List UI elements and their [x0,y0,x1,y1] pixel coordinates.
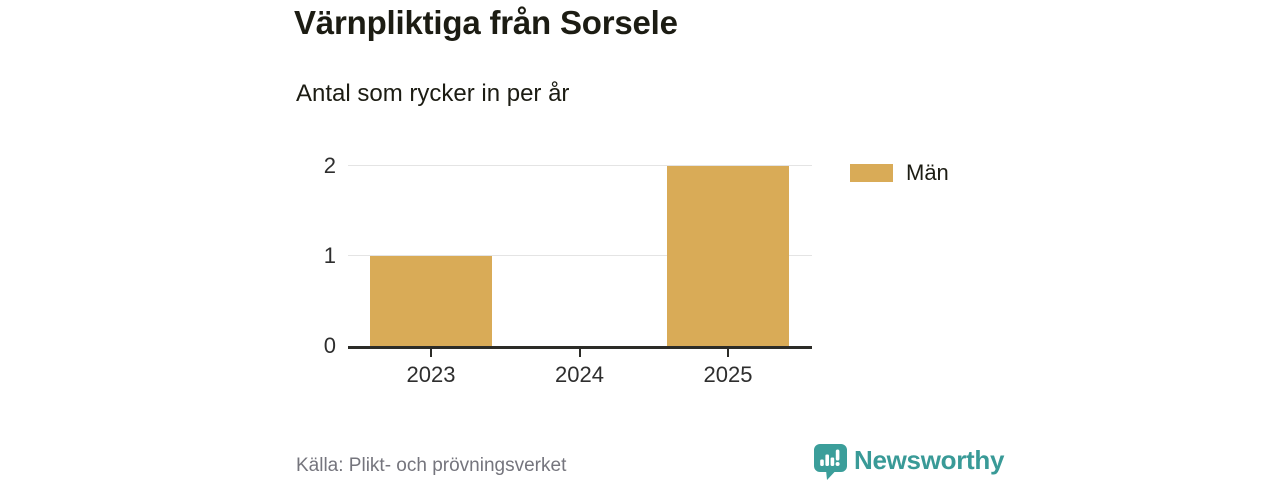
x-axis-tick [727,349,729,357]
y-axis-label: 2 [323,153,336,178]
gridline [348,255,812,256]
x-axis-tick [430,349,432,357]
x-axis-line [348,346,812,349]
bar [370,256,492,346]
x-axis-tick [578,349,581,357]
x-axis-label: 2024 [555,362,604,387]
newsworthy-logo[interactable]: Newsworthy [814,444,1004,480]
x-axis-label: 2025 [703,362,753,387]
y-axis-label: 1 [323,243,336,268]
chart-subtitle: Antal som rycker in per år [296,80,570,107]
x-axis-label: 2023 [406,362,456,387]
legend-swatch [850,164,893,182]
newsworthy-icon [814,444,847,480]
bar [667,166,789,346]
legend-label: Män [906,160,949,185]
gridline [348,165,812,166]
y-axis-label: 0 [323,333,336,358]
page-title: Värnpliktiga från Sorsele [294,4,678,41]
newsworthy-wordmark: Newsworthy [854,445,1005,475]
source-caption: Källa: Plikt- och prövningsverket [296,455,567,476]
